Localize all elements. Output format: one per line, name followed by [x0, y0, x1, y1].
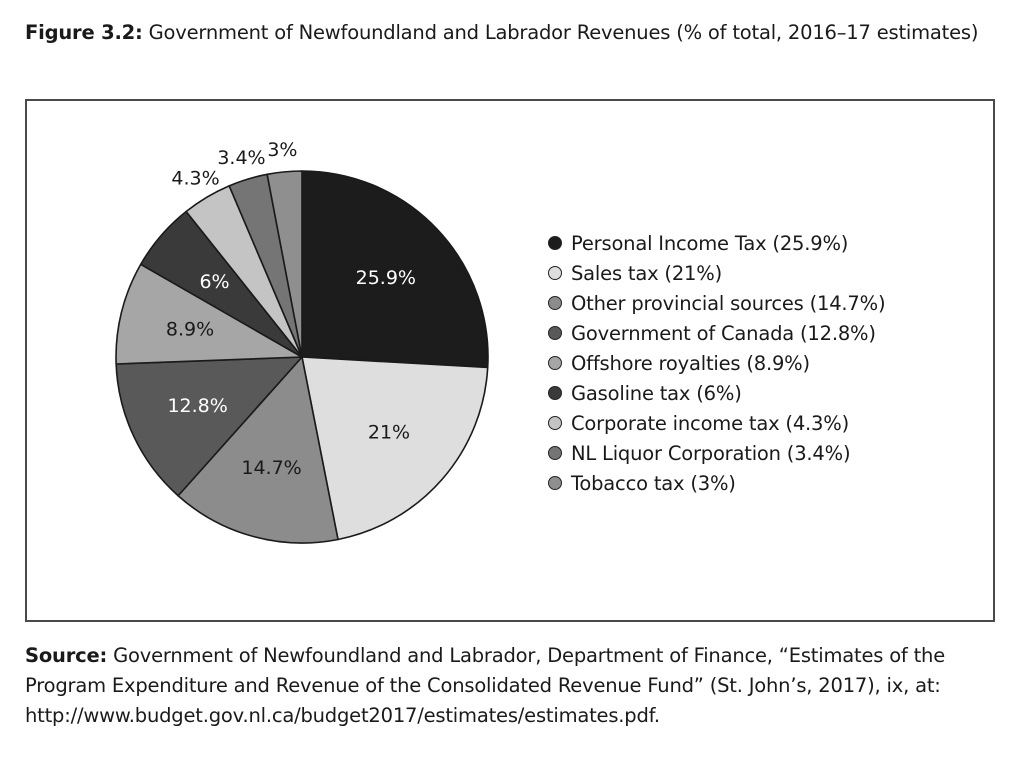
pie-label: 14.7%: [241, 457, 301, 479]
pie-label: 3%: [267, 139, 297, 161]
legend-label: Other provincial sources (14.7%): [571, 291, 886, 315]
legend-label: NL Liquor Corporation (3.4%): [571, 441, 851, 465]
figure-caption: Figure 3.2: Government of Newfoundland a…: [25, 18, 1000, 48]
legend-swatch-icon: [548, 326, 562, 340]
legend-swatch-icon: [548, 416, 562, 430]
pie-label: 12.8%: [167, 395, 227, 417]
figure-caption-label: Figure 3.2:: [25, 21, 143, 44]
legend-label: Corporate income tax (4.3%): [571, 411, 849, 435]
legend-item: Offshore royalties (8.9%): [548, 348, 885, 378]
legend-label: Tobacco tax (3%): [571, 471, 736, 495]
source-label: Source:: [25, 644, 108, 667]
legend-swatch-icon: [548, 446, 562, 460]
legend-swatch-icon: [548, 356, 562, 370]
legend-item: Tobacco tax (3%): [548, 468, 885, 498]
legend-swatch-icon: [548, 386, 562, 400]
legend-swatch-icon: [548, 476, 562, 490]
pie-slice-tobacco-tax: [266, 170, 303, 358]
legend-swatch-icon: [548, 296, 562, 310]
pie-label: 21%: [368, 422, 410, 444]
legend-label: Government of Canada (12.8%): [571, 321, 876, 345]
legend-swatch-icon: [548, 266, 562, 280]
legend-label: Sales tax (21%): [571, 261, 722, 285]
legend-item: Personal Income Tax (25.9%): [548, 228, 885, 258]
legend-label: Personal Income Tax (25.9%): [571, 231, 849, 255]
pie-slices: [115, 170, 489, 544]
legend-item: Other provincial sources (14.7%): [548, 288, 886, 318]
legend-item: Government of Canada (12.8%): [548, 318, 885, 348]
pie-slice-personal-income-tax: [301, 170, 489, 369]
pie-label: 6%: [199, 271, 229, 293]
legend-swatch-icon: [548, 236, 562, 250]
legend-label: Gasoline tax (6%): [571, 381, 742, 405]
source-text: Government of Newfoundland and Labrador,…: [25, 644, 945, 727]
source-note: Source: Government of Newfoundland and L…: [25, 641, 1000, 731]
pie-slice-other-provincial-sources: [177, 356, 339, 544]
legend-item: NL Liquor Corporation (3.4%): [548, 438, 885, 468]
chart-legend: Personal Income Tax (25.9%) Sales tax (21…: [548, 228, 886, 498]
chart-frame: [25, 99, 995, 622]
pie-label: 8.9%: [166, 318, 214, 340]
pie-slice-sales-tax: [301, 356, 489, 541]
legend-item: Sales tax (21%): [548, 258, 885, 288]
pie-slice-offshore-royalties: [115, 263, 303, 365]
figure-caption-text: Government of Newfoundland and Labrador …: [142, 21, 979, 44]
legend-label: Offshore royalties (8.9%): [571, 351, 810, 375]
pie-label: 3.4%: [217, 147, 265, 169]
pie-label: 4.3%: [171, 167, 219, 189]
pie-labels: 25.9% 21% 14.7% 12.8% 8.9% 6% 4.3%3.4% 3%: [166, 139, 416, 479]
legend-item: Gasoline tax (6%): [548, 378, 885, 408]
pie-label: 25.9%: [356, 267, 416, 289]
pie-slice-government-of-canada: [115, 356, 303, 497]
legend-item: Corporate income tax (4.3%): [548, 408, 885, 438]
